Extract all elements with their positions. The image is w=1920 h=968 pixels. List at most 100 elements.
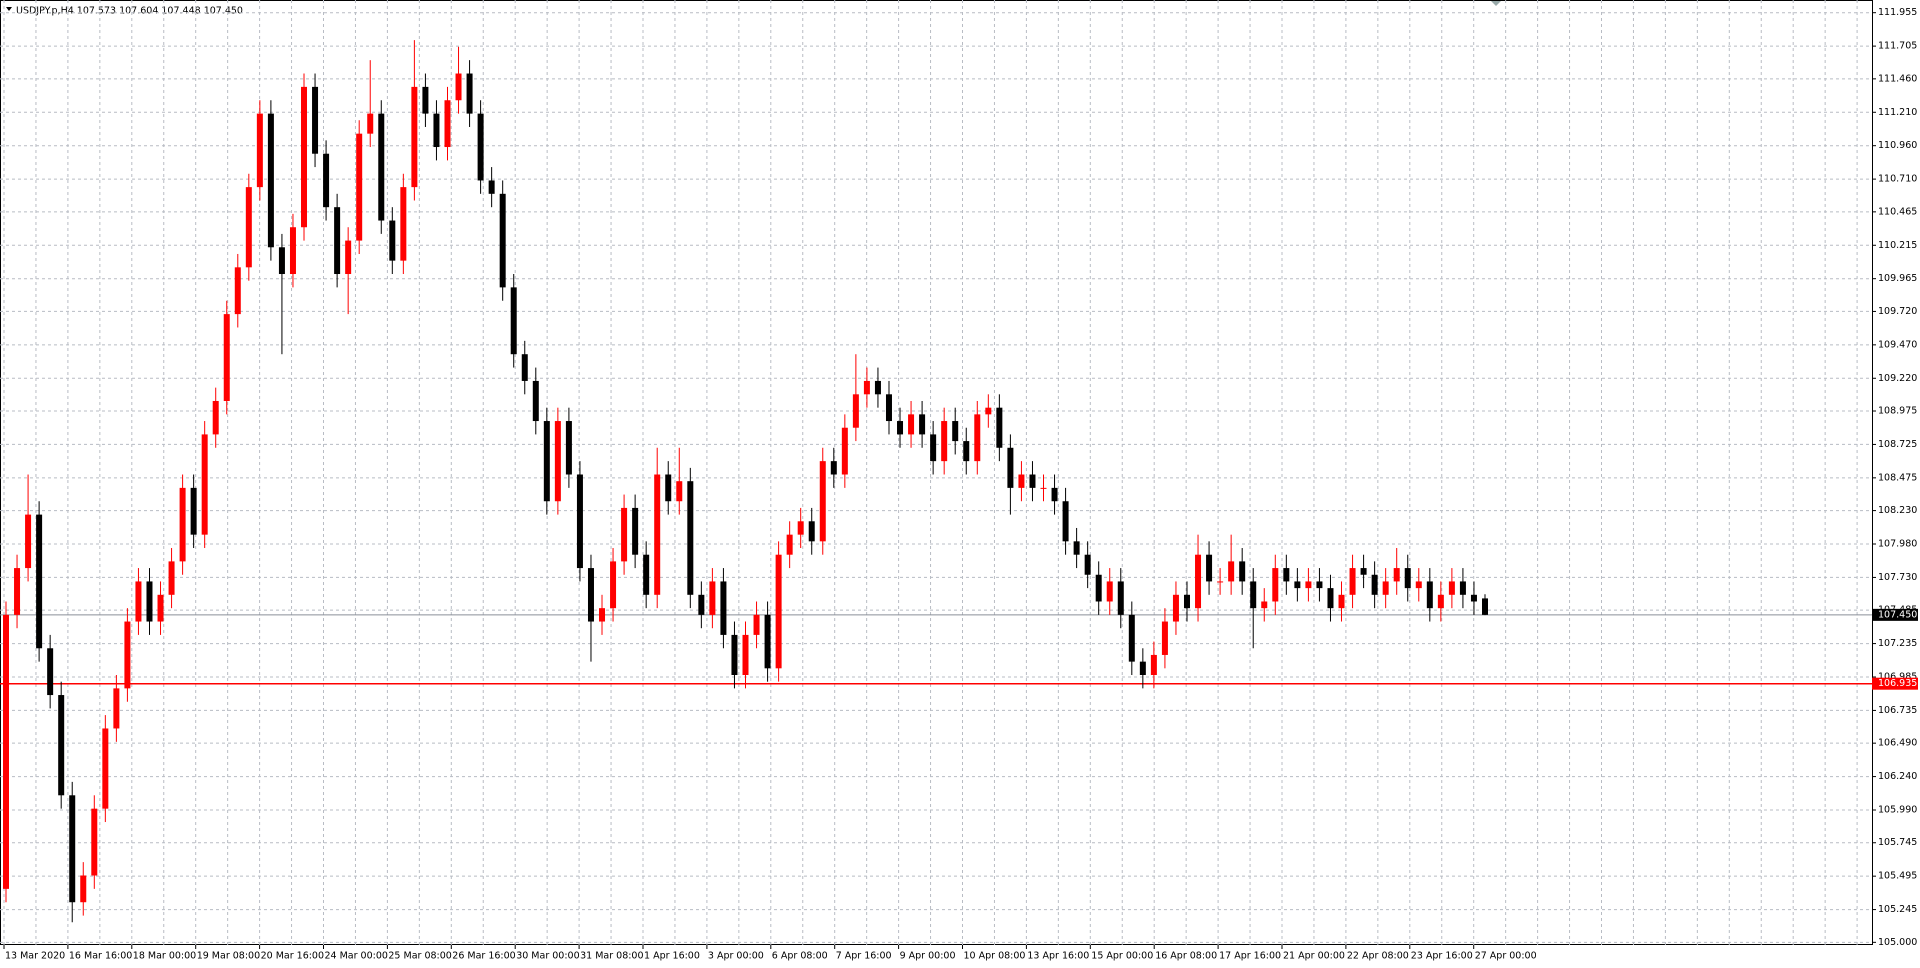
chart-header: USDJPY.p,H4 107.573 107.604 107.448 107.… [16,6,243,17]
x-tick-label: 7 Apr 16:00 [836,951,892,962]
shift-marker [1491,1,1501,6]
candle-body [731,634,738,675]
candle-body [1294,581,1301,589]
y-tick-label: 111.210 [1878,107,1917,118]
candle-body [665,474,672,502]
candle-body [709,581,716,615]
candle-body [1084,554,1091,575]
candle-body [256,113,263,188]
candle-body [576,474,583,569]
candle-body [797,521,804,535]
candle-body [1393,568,1400,582]
grid [0,0,1872,945]
candle-body [554,421,561,502]
candle-body [267,113,274,248]
candle-body [1382,581,1389,595]
candle-body [168,561,175,595]
candle-body [1018,474,1025,488]
y-tick-label: 108.230 [1878,505,1917,516]
y-tick-label: 108.975 [1878,406,1917,417]
candle-body [1106,581,1113,602]
candle-body [400,187,407,261]
candle-body [334,207,341,275]
x-tick-label: 3 Apr 00:00 [708,951,764,962]
candle-body [885,394,892,422]
y-tick-label: 105.990 [1878,805,1917,816]
candle-body [643,554,650,595]
candle-body [1404,568,1411,589]
x-tick-label: 24 Mar 00:00 [325,951,388,962]
x-tick-label: 20 Mar 16:00 [261,951,324,962]
x-tick-label: 1 Apr 16:00 [644,951,700,962]
candle-body [610,561,617,609]
candle-body [157,594,164,622]
candle-body [1250,581,1257,609]
y-tick-label: 107.730 [1878,572,1917,583]
candle-body [323,153,330,208]
y-tick-label: 110.960 [1878,140,1917,151]
candle-body [1095,574,1102,602]
candle-body [433,113,440,148]
candle-body [47,648,54,696]
x-tick-label: 13 Mar 2020 [5,951,65,962]
candle-body [1161,621,1168,655]
y-tick-label: 105.745 [1878,837,1917,848]
candle-body [345,240,352,275]
candle-body [941,421,948,462]
x-tick-label: 16 Mar 16:00 [69,951,132,962]
x-tick-label: 6 Apr 08:00 [772,951,828,962]
candle-body [179,487,186,562]
x-tick-label: 25 Mar 08:00 [388,951,451,962]
candle-body [1128,614,1135,662]
y-tick-label: 111.460 [1878,73,1917,84]
x-tick-label: 21 Apr 00:00 [1283,951,1345,962]
candle-body [499,193,506,288]
candle-body [621,507,628,562]
candle-body [1228,561,1235,582]
candle-body [14,568,21,615]
candle-body [1117,581,1124,615]
bid-price-box [1872,608,1918,621]
candle-body [930,434,937,462]
candle-body [1482,598,1488,615]
candle-body [1338,594,1345,609]
bid-price-label: 107.450 [1878,609,1917,620]
candle-body [444,100,451,148]
x-tick-label: 13 Apr 16:00 [1027,951,1089,962]
y-tick-label: 107.235 [1878,638,1917,649]
candle-body [1316,581,1323,589]
candle-body [146,581,153,622]
candle-body [190,487,197,535]
candle-body [488,180,495,194]
candle-body [1349,568,1356,595]
candle-body [102,728,109,809]
y-tick-label: 110.465 [1878,206,1917,217]
y-tick-label: 105.000 [1878,937,1917,948]
candle-body [919,414,926,435]
x-tick-label: 27 Apr 00:00 [1475,951,1537,962]
candle-body [775,554,782,669]
candle-body [830,461,837,475]
candle-body [1217,581,1224,583]
candle-body [720,581,727,635]
candle-body [36,514,43,649]
x-tick-label: 18 Mar 00:00 [133,951,196,962]
y-tick-label: 107.980 [1878,539,1917,550]
candle-body [632,507,639,555]
candle-body [356,133,363,241]
candle-body [874,380,881,395]
x-tick-label: 23 Apr 16:00 [1411,951,1473,962]
candle-body [1195,554,1202,609]
candle-body [245,187,252,268]
y-tick-label: 106.735 [1878,705,1917,716]
candle-body [1051,487,1058,502]
menu-arrow [6,7,12,11]
y-tick-label: 109.720 [1878,306,1917,317]
candle-body [234,267,241,315]
y-tick-label: 106.240 [1878,771,1917,782]
candle-body [510,287,517,355]
candle-body [1183,594,1190,609]
candle-body [1029,474,1036,488]
x-tick-label: 9 Apr 00:00 [900,951,956,962]
